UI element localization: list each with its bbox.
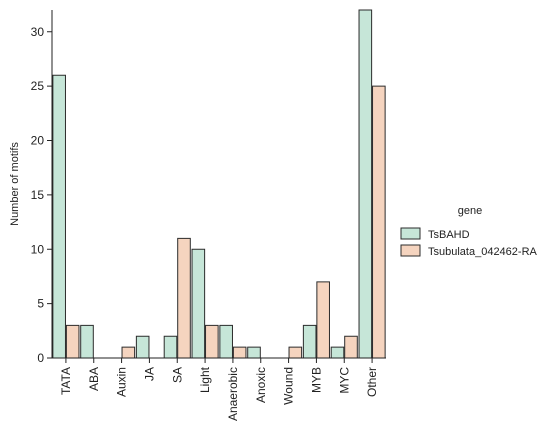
x-tick-label: TATA	[59, 367, 73, 395]
bar-tsbahd-light	[191, 248, 206, 359]
y-tick-label: 15	[31, 188, 45, 202]
legend-label-tsbahd: TsBAHD	[428, 229, 470, 241]
bar-tsubulata-myb	[316, 281, 330, 359]
bar-tsubulata-other	[372, 85, 386, 359]
bar-tsbahd-aba	[80, 324, 94, 359]
bar-tsbahd-sa	[163, 335, 178, 359]
bar-tsubulata-sa	[177, 237, 191, 359]
y-tick-label: 0	[37, 351, 44, 365]
legend-label-tsubulata: Tsubulata_042462-RA	[428, 246, 538, 258]
x-tick-label: ABA	[87, 367, 101, 391]
x-tick-label: Other	[365, 367, 379, 397]
y-axis-title: Number of motifs	[9, 142, 21, 226]
x-tick-label: SA	[170, 367, 184, 383]
legend-swatch-tsubulata	[400, 244, 421, 257]
y-tick-label: 5	[37, 297, 44, 311]
bar-tsubulata-light	[205, 324, 219, 359]
x-tick-label: JA	[142, 367, 156, 381]
bar-tsbahd-other	[358, 9, 373, 359]
legend-swatch-tsbahd	[400, 227, 421, 240]
bar-tsbahd-myc	[330, 346, 345, 359]
bar-tsubulata-myc	[344, 335, 358, 359]
bar-tsubulata-auxin	[121, 346, 136, 359]
bar-tsbahd-myb	[302, 324, 317, 359]
x-tick-label: Wound	[282, 367, 296, 405]
y-tick-label: 10	[31, 242, 45, 256]
x-tick-label: Light	[198, 366, 212, 393]
bar-tsbahd-ja	[135, 335, 150, 359]
x-tick-label: MYB	[309, 367, 323, 393]
plot-area	[52, 9, 386, 359]
legend: gene TsBAHD Tsubulata_042462-RA	[400, 205, 538, 258]
x-tick-label: MYC	[337, 367, 351, 394]
y-axis: Number of motifs 0 5 10 15 20 25 30	[9, 10, 53, 365]
bar-tsbahd-tata	[52, 74, 66, 359]
x-tick-label: Anoxic	[254, 367, 268, 403]
bar-tsubulata-anaerobic	[232, 346, 247, 359]
x-tick-label: Auxin	[115, 367, 129, 397]
x-axis: TATA ABA Auxin JA SA Light Anaerobic Anoxic Woun…	[52, 357, 386, 421]
bar-tsubulata-tata	[65, 324, 80, 359]
legend-title: gene	[458, 205, 482, 217]
bar-tsbahd-anoxic	[247, 346, 261, 359]
bar-tsbahd-anaerobic	[219, 324, 233, 359]
y-tick-label: 25	[31, 79, 45, 93]
bar-tsubulata-wound	[288, 346, 303, 359]
y-tick-label: 30	[31, 25, 45, 39]
y-tick-label: 20	[31, 134, 45, 148]
x-tick-label: Anaerobic	[226, 367, 240, 421]
